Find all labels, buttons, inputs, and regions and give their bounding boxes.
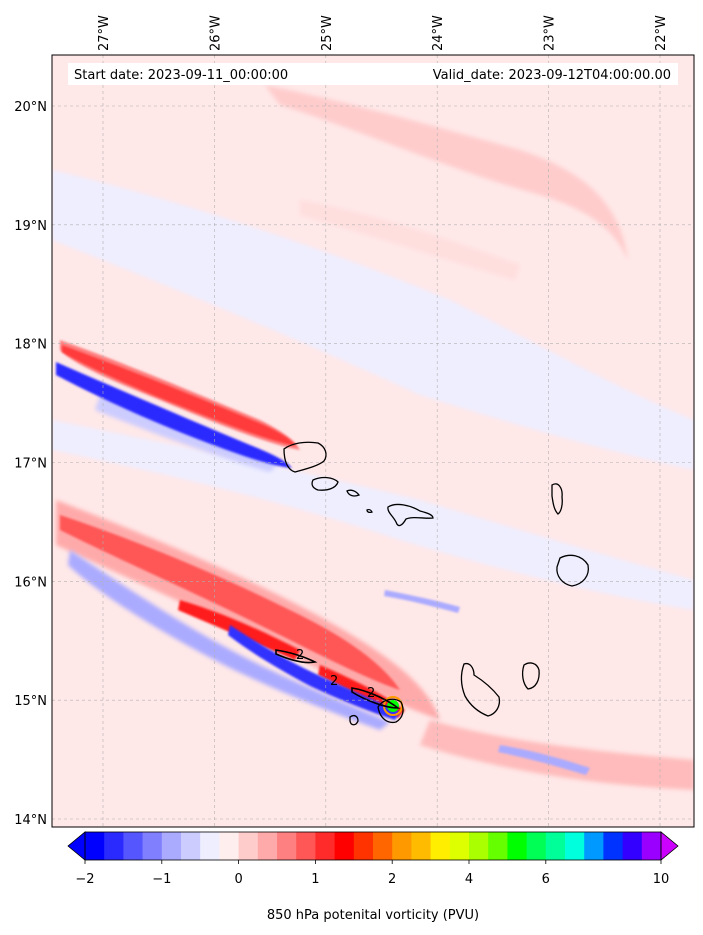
pv-band-north-negative [56, 362, 292, 468]
lon-tick-label: 25°W [320, 15, 335, 51]
island-santiago [460, 662, 501, 717]
contour-label: 2 [367, 686, 375, 701]
colorbar-segment [142, 832, 163, 860]
colorbar-segment [85, 832, 105, 860]
colorbar-label: 850 hPa potenital vorticity (PVU) [267, 908, 479, 923]
colorbar-segment [277, 832, 297, 860]
lat-tick-label: 18°N [14, 338, 47, 353]
colorbar-segment [353, 832, 374, 860]
colorbar-segment [430, 832, 451, 860]
colorbar-extend-over [660, 831, 679, 861]
contour-label: 2 [330, 674, 338, 689]
colorbar-tick-label: 0 [234, 872, 242, 887]
island-sao-nicolau [387, 503, 434, 527]
colorbar-segment [238, 832, 259, 860]
pv-field-light-blue-band [52, 170, 694, 470]
lat-axis: 14°N 15°N 16°N 17°N 18°N 19°N 20°N [14, 100, 47, 828]
colorbar-segment [526, 832, 547, 860]
island-fogo [377, 698, 404, 724]
info-bar-background [68, 63, 678, 85]
colorbar-segment [488, 832, 508, 860]
lon-tick-label: 24°W [431, 15, 446, 51]
colorbar-segment [507, 832, 527, 860]
colorbar-tick-label: 2 [388, 872, 396, 887]
colorbar-ticks: −2−1012461014 [75, 860, 670, 887]
lon-axis: 27°W 26°W 25°W 24°W 23°W 22°W [97, 15, 669, 51]
lat-tick-label: 15°N [14, 694, 47, 709]
colorbar-tick-label: −2 [75, 872, 94, 887]
lon-tick-label: 22°W [654, 15, 669, 51]
colorbar-tick-label: −1 [152, 872, 171, 887]
lat-tick-label: 16°N [14, 575, 47, 590]
colorbar-segment [622, 832, 643, 860]
colorbar-extend-under [67, 831, 86, 861]
colorbar-tick-label: 4 [465, 872, 473, 887]
map-panel: 2 2 2 Start date: 2023-09-11_00:00:00 Va… [52, 55, 694, 827]
contour-label: 2 [296, 648, 304, 663]
colorbar-tick-label: 10 [653, 872, 670, 887]
pv-field-north-faint [300, 200, 520, 280]
colorbar-segment [565, 832, 585, 860]
pv-contour [275, 649, 318, 664]
lat-tick-label: 19°N [14, 219, 47, 234]
colorbar-segment [392, 832, 412, 860]
pv-band-south-blue-halo [68, 550, 390, 730]
colorbar-tick-label: 6 [542, 872, 550, 887]
valid-date-label: Valid_date: 2023-09-12T04:00:00.00 [433, 68, 671, 83]
pv-band-north-positive-core [62, 345, 296, 446]
lat-tick-label: 14°N [14, 813, 47, 828]
pv-field-southeast-blue [498, 745, 590, 775]
pv-band-south-positive [60, 515, 400, 690]
pv-contour [351, 687, 401, 709]
colorbar-segment [200, 832, 220, 860]
colorbar-segment [411, 832, 431, 860]
lon-tick-label: 23°W [543, 15, 558, 51]
pv-band-south-red-core [178, 600, 300, 660]
colorbar-segment [373, 832, 393, 860]
colorbar-segment [545, 832, 566, 860]
coastlines [283, 441, 589, 726]
colorbar-segment [104, 832, 124, 860]
colorbar-segment [123, 832, 143, 860]
colorbar-segment [296, 832, 316, 860]
island-santo-antao [283, 441, 327, 473]
colorbar-tick-label: 1 [311, 872, 319, 887]
colorbar-segment [257, 832, 278, 860]
pv-field-southeast-pink [420, 720, 694, 790]
lat-tick-label: 17°N [14, 457, 47, 472]
colorbar-segment [469, 832, 489, 860]
island-brava [349, 714, 359, 726]
colorbar-segment [161, 832, 182, 860]
map-frame [51, 54, 695, 828]
colorbar-segment [584, 832, 604, 860]
island-santa-luzia [346, 489, 361, 497]
colorbar-segment [181, 832, 201, 860]
colorbar-segment [603, 832, 623, 860]
pv-band-south-negative [228, 625, 400, 720]
island-sal [551, 483, 563, 515]
island-boa-vista [556, 554, 589, 587]
start-date-label: Start date: 2023-09-11_00:00:00 [74, 68, 288, 83]
colorbar [67, 831, 679, 861]
colorbar-segment [641, 832, 662, 860]
pv-field-northeast-streak [265, 85, 628, 260]
colorbar-segment [449, 832, 470, 860]
pv-2-contours [275, 649, 401, 709]
island-sao-vicente [311, 476, 339, 491]
colorbar-segment [315, 832, 335, 860]
lat-tick-label: 20°N [14, 100, 47, 115]
pv-field-mid-blue [384, 590, 460, 613]
lon-tick-label: 27°W [97, 15, 112, 51]
colorbar-frame [84, 831, 662, 861]
island-raso [366, 508, 373, 514]
colorbar-segment [334, 832, 355, 860]
pv-field-light-blue-band-2 [52, 420, 694, 610]
lon-tick-label: 26°W [208, 15, 223, 51]
colorbar-segment [219, 832, 239, 860]
gridlines [52, 55, 694, 827]
island-maio [521, 662, 540, 690]
